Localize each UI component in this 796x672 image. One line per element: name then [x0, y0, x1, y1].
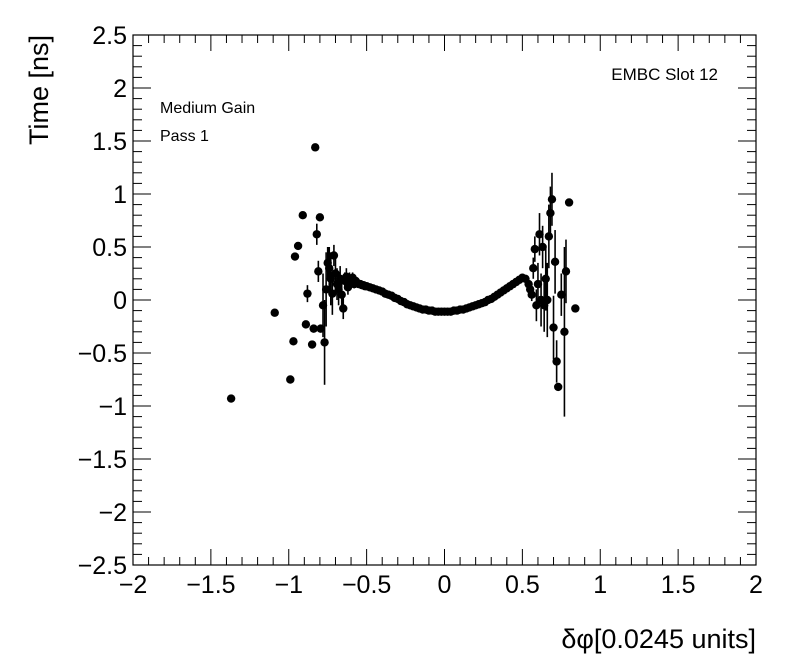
data-point [303, 289, 312, 298]
y-tick-label: 1 [113, 181, 127, 209]
x-tick-label: −1 [274, 571, 303, 599]
data-point [547, 195, 557, 204]
data-point [561, 267, 571, 276]
data-point [301, 320, 311, 329]
error-bars [306, 172, 567, 417]
y-tick-label: −1.5 [78, 446, 127, 474]
axis-ticks [132, 34, 757, 566]
data-point [557, 290, 566, 299]
annotation-slot: EMBC Slot 12 [611, 65, 718, 84]
data-point [535, 230, 544, 239]
data-point [316, 324, 325, 333]
y-axis-title: Time [ns] [24, 35, 54, 145]
data-point [552, 357, 561, 366]
x-tick-label: 1 [593, 571, 607, 599]
data-point [311, 143, 320, 152]
y-tick-label: 1.5 [92, 128, 127, 156]
data-point [226, 394, 236, 403]
annotation-pass: Pass 1 [160, 128, 209, 145]
y-tick-label: 0.5 [92, 234, 127, 262]
data-point [309, 324, 318, 333]
data-point [546, 208, 555, 218]
y-tick-label: 0 [113, 287, 127, 315]
data-point [538, 242, 547, 252]
data-point [337, 290, 346, 299]
y-tick-label: −0.5 [78, 340, 127, 368]
data-point [320, 338, 329, 347]
data-point [533, 279, 543, 289]
data-points [226, 143, 580, 403]
data-point [560, 327, 569, 336]
data-point [325, 264, 334, 273]
data-point [541, 274, 550, 283]
y-tick-label: −1 [98, 393, 127, 421]
x-axis-title: δφ[0.0245 units] [561, 624, 756, 654]
data-point [530, 244, 540, 254]
data-point [270, 308, 279, 317]
data-point [289, 337, 298, 346]
x-tick-label: −2 [119, 571, 148, 599]
data-point [339, 304, 348, 313]
data-point [529, 264, 538, 273]
x-tick-label: 0.5 [505, 571, 540, 599]
data-point [321, 285, 331, 294]
data-point [312, 230, 321, 239]
y-tick-label: 2 [113, 75, 127, 103]
data-point [553, 382, 563, 392]
data-point [329, 251, 339, 260]
data-point [527, 290, 536, 299]
y-tick-label: −2.5 [78, 552, 127, 580]
data-point [564, 198, 574, 207]
data-point [328, 289, 337, 298]
x-tick-labels: −2 −1.5 −1 −0.5 0 0.5 1 1.5 2 [119, 571, 763, 599]
x-tick-label: −0.5 [342, 571, 391, 599]
data-point [318, 301, 328, 310]
data-point [286, 375, 295, 384]
data-point [544, 232, 554, 241]
data-point [293, 241, 303, 251]
data-point [315, 213, 325, 222]
data-point [571, 304, 580, 313]
data-point [290, 252, 300, 261]
data-point [298, 211, 307, 220]
y-tick-label: −2 [98, 499, 127, 527]
y-tick-labels: −2.5 −2 −1.5 −1 −0.5 0 0.5 1 1.5 2 2.5 [78, 22, 127, 580]
x-tick-label: −1.5 [186, 571, 235, 599]
x-tick-label: 1.5 [661, 571, 696, 599]
data-point [543, 295, 552, 305]
data-point [550, 257, 560, 267]
y-tick-label: 2.5 [92, 22, 127, 50]
data-point [549, 323, 558, 332]
x-tick-label: 2 [749, 571, 763, 599]
data-point [307, 340, 317, 349]
annotation-gain: Medium Gain [160, 100, 255, 117]
data-point [314, 267, 323, 276]
x-tick-label: 0 [438, 571, 452, 599]
